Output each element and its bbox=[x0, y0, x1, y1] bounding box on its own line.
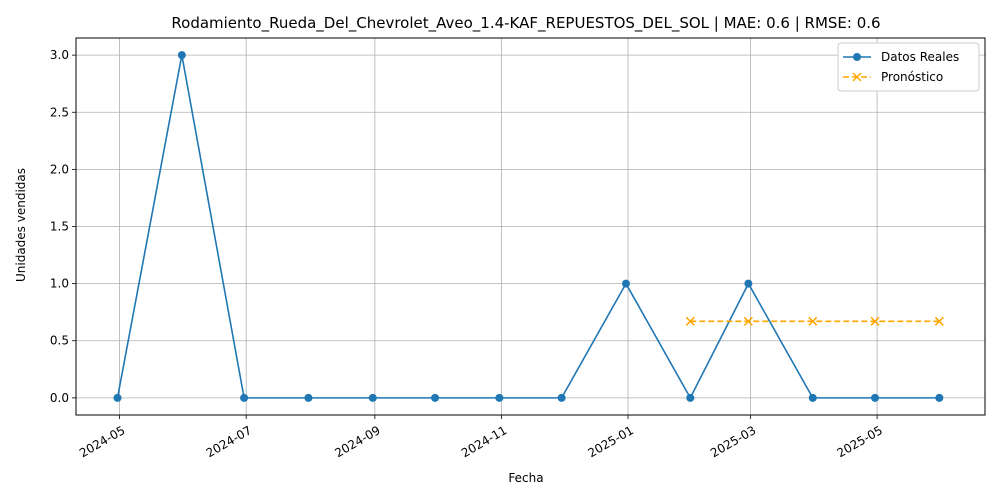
marker-stroke bbox=[808, 316, 818, 326]
data-point-marker bbox=[744, 279, 753, 288]
marker-stroke bbox=[852, 72, 862, 82]
y-tick-label: 2.5 bbox=[50, 105, 69, 119]
series-datos-reales bbox=[113, 51, 944, 402]
marker-stroke bbox=[743, 316, 753, 326]
legend-items: Datos Reales Pronóstico bbox=[843, 50, 959, 84]
y-tick-label: 0.5 bbox=[50, 334, 69, 348]
y-tick-label: 2.0 bbox=[50, 162, 69, 176]
series-pron-stico bbox=[685, 316, 944, 326]
data-point-marker bbox=[853, 53, 861, 61]
data-point-marker bbox=[621, 279, 630, 288]
series-layer bbox=[113, 51, 944, 402]
marker-stroke bbox=[934, 316, 944, 326]
series-line bbox=[116, 54, 940, 400]
data-point-marker bbox=[304, 393, 313, 402]
data-point-marker bbox=[852, 72, 862, 82]
marker-stroke bbox=[685, 316, 695, 326]
legend-label: Pronóstico bbox=[881, 70, 943, 84]
data-point-marker bbox=[808, 393, 817, 402]
y-axis-ticks: 0.0 0.5 1.0 1.5 2.0 2.5 3.0 bbox=[50, 48, 76, 405]
data-point-marker bbox=[368, 393, 377, 402]
legend-label: Datos Reales bbox=[881, 50, 959, 64]
legend-entry: Pronóstico bbox=[843, 70, 943, 84]
data-point-marker bbox=[870, 316, 880, 326]
data-point-marker bbox=[934, 316, 944, 326]
x-axis-label: Fecha bbox=[508, 471, 543, 485]
data-point-marker bbox=[743, 316, 753, 326]
y-axis-label: Unidades vendidas bbox=[14, 168, 28, 282]
data-point-marker bbox=[935, 393, 944, 402]
data-point-marker bbox=[686, 393, 695, 402]
data-point-marker bbox=[177, 51, 186, 60]
y-tick-label: 0.0 bbox=[50, 391, 69, 405]
data-point-marker bbox=[808, 316, 818, 326]
data-point-marker bbox=[240, 393, 249, 402]
data-point-marker bbox=[871, 393, 880, 402]
grid-lines bbox=[76, 38, 985, 415]
y-tick-label: 1.5 bbox=[50, 220, 69, 234]
data-point-marker bbox=[685, 316, 695, 326]
marker-stroke bbox=[870, 316, 880, 326]
data-point-marker bbox=[557, 393, 566, 402]
data-point-marker bbox=[495, 393, 504, 402]
legend-entry: Datos Reales bbox=[843, 50, 959, 64]
data-point-marker bbox=[113, 393, 122, 402]
legend: Datos Reales Pronóstico bbox=[837, 42, 980, 92]
chart-title: Rodamiento_Rueda_Del_Chevrolet_Aveo_1.4-… bbox=[171, 14, 880, 33]
legend-box bbox=[837, 42, 980, 92]
data-point-marker bbox=[431, 393, 440, 402]
y-tick-label: 1.0 bbox=[50, 277, 69, 291]
y-tick-label: 3.0 bbox=[50, 48, 69, 62]
